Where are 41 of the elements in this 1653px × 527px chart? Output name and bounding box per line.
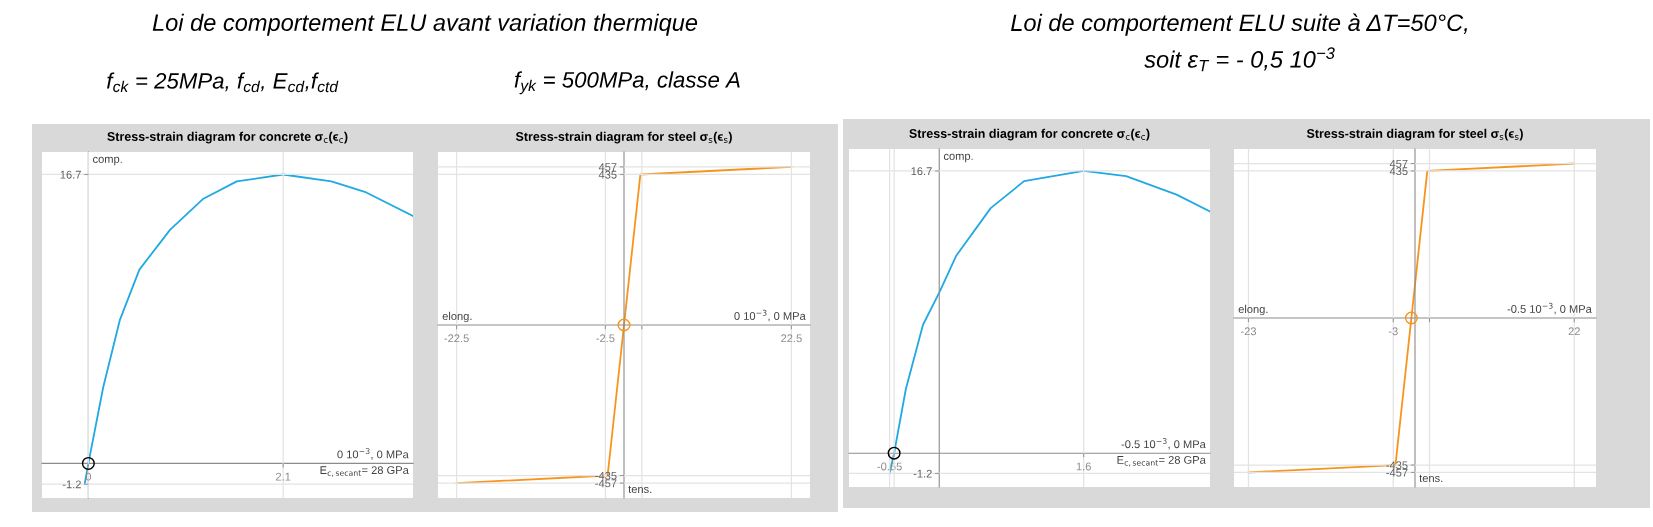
y-tick-label: -457 <box>595 479 617 488</box>
annotation: 0 10$^{−3}$, 0 MPa <box>337 448 409 460</box>
x-tick-label: -3 <box>1388 327 1398 336</box>
y-tick-label: -435 <box>1386 461 1408 470</box>
x-tick-label: -2.5 <box>596 334 615 343</box>
chart-title: Stress-strain diagram for concrete σ$_{c}$(ϵ$_{c}$) <box>107 131 348 144</box>
annotation: -0.5 10$^{−3}$, 0 MPa <box>1507 302 1592 315</box>
annotation: elong. <box>442 311 472 323</box>
y-tick-label: -1.2 <box>62 480 81 489</box>
text: Loi de comportement ELU suite à ΔT=50°C, <box>1011 13 1467 36</box>
annotation: comp. <box>943 153 973 163</box>
y-tick-label: -457 <box>1386 468 1408 477</box>
annotation: E$_{c,secant}$= 28 GPa <box>320 466 409 477</box>
x-tick-label: 22 <box>1568 327 1580 336</box>
annotation: E$_{c,secant}$= 28 GPa <box>1117 455 1206 467</box>
y-tick-label: 435 <box>1389 167 1408 176</box>
chart-title: Stress-strain diagram for concrete σ$_{c}$(ϵ$_{c}$) <box>909 128 1150 141</box>
annotation: 0 10$^{−3}$, 0 MPa <box>734 309 806 322</box>
annotation: -0.5 10$^{−3}$, 0 MPa <box>1121 438 1206 450</box>
y-tick-label: 457 <box>1389 159 1408 168</box>
chart-title: Stress-strain diagram for steel σ$_{s}$(ϵ$_{s}$) <box>1306 128 1523 141</box>
x-tick-label: -22.5 <box>444 334 469 343</box>
text: Loi de comportement ELU avant variation thermique <box>152 13 698 36</box>
y-tick-label: 16.7 <box>60 170 81 179</box>
annotation: tens. <box>628 485 652 494</box>
y-tick-label: 16.7 <box>911 167 932 176</box>
annotation: elong. <box>1238 304 1268 316</box>
y-tick-label: -435 <box>595 471 617 480</box>
y-tick-label: -1.2 <box>913 469 932 478</box>
text: f$_{yk}$ = 500MPa, classe A <box>514 71 740 95</box>
y-tick-label: 435 <box>598 170 617 179</box>
x-tick-label: 1.6 <box>1076 462 1091 471</box>
x-tick-label: 2.1 <box>275 472 291 481</box>
y-tick-label: 457 <box>598 163 617 172</box>
chart-title: Stress-strain diagram for steel σ$_{s}$(ϵ$_{s}$) <box>515 131 732 144</box>
x-tick-label: -23 <box>1240 327 1257 336</box>
annotation: tens. <box>1419 474 1443 483</box>
x-tick-label: 22.5 <box>781 334 802 343</box>
text: f$_{ck}$ = 25MPa, f$_{cd}$, E$_{cd}$,f$_{ctd}$ <box>107 72 339 93</box>
annotation: comp. <box>93 156 122 166</box>
text: soit ε$_{T}$ = - 0,5 10$^{−3}$ <box>1144 47 1335 72</box>
